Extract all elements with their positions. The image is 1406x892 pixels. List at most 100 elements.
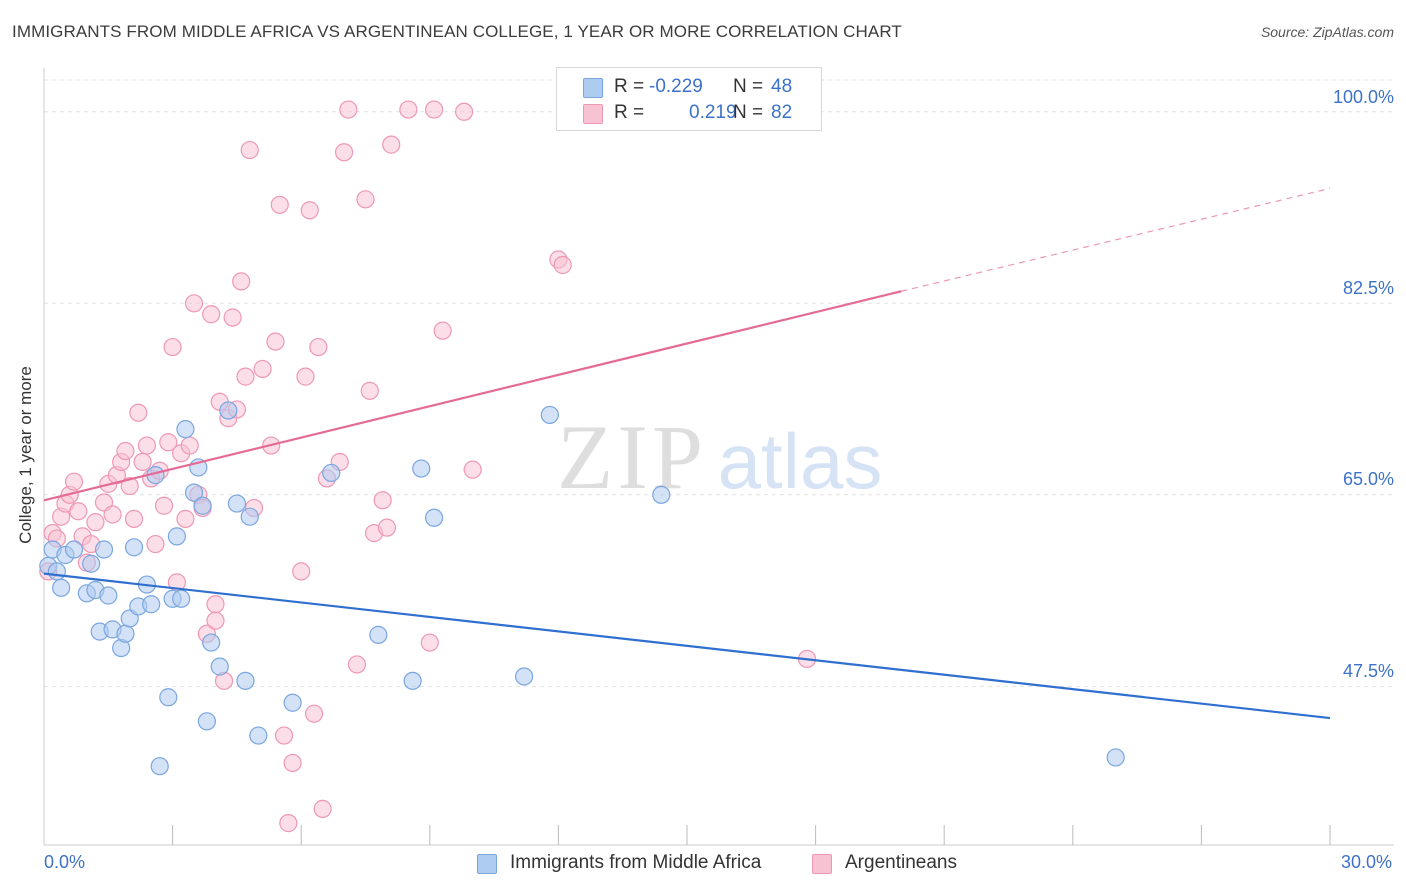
data-point: [206, 611, 225, 630]
data-point: [454, 102, 474, 121]
data-point: [124, 538, 144, 557]
data-point: [202, 633, 221, 652]
data-point: [540, 405, 559, 425]
data-point: [172, 589, 191, 608]
data-point: [347, 655, 367, 674]
data-point: [382, 135, 401, 154]
legend-label: Argentineans: [845, 852, 957, 873]
data-point: [159, 433, 178, 452]
chart-title: IMMIGRANTS FROM MIDDLE AFRICA VS ARGENTI…: [12, 22, 902, 41]
data-point: [103, 505, 122, 524]
y-tick-label-47-5: 47.5%: [1342, 661, 1394, 681]
data-point: [313, 799, 332, 818]
data-point: [163, 337, 182, 357]
data-point: [167, 527, 186, 546]
r-label: R =: [614, 102, 645, 123]
data-point: [424, 508, 444, 527]
data-point: [210, 657, 229, 676]
source-label: Source: ZipAtlas.com: [1260, 24, 1394, 40]
r-value-blue: -0.229: [649, 76, 703, 97]
data-point: [373, 491, 392, 510]
y-tick-label-65: 65.0%: [1342, 469, 1394, 489]
data-point: [420, 633, 439, 652]
data-point: [279, 814, 298, 833]
axes: [43, 68, 1394, 846]
data-point: [94, 540, 114, 559]
legend-label: Immigrants from Middle Africa: [510, 852, 762, 873]
x-tick-label-min: 0.0%: [44, 852, 86, 872]
data-point: [377, 518, 397, 537]
n-label: N =: [733, 76, 764, 97]
data-point: [274, 726, 294, 745]
data-point: [52, 578, 71, 597]
data-point: [116, 441, 135, 461]
data-point: [129, 403, 148, 422]
data-point: [369, 625, 388, 644]
y-axis-label: College, 1 year or more: [16, 366, 35, 544]
data-point: [176, 509, 195, 528]
watermark: ZIP atlas: [557, 406, 882, 508]
data-point: [197, 712, 216, 731]
data-point: [553, 255, 572, 275]
data-point: [283, 753, 302, 773]
data-point: [253, 359, 272, 379]
data-point: [176, 420, 195, 439]
r-label: R =: [614, 76, 645, 97]
data-point: [193, 496, 212, 515]
pink-swatch: [583, 104, 603, 124]
x-tick-label-max: 30.0%: [1340, 852, 1392, 872]
data-point: [137, 436, 156, 455]
data-point: [64, 472, 84, 491]
data-point: [146, 534, 165, 554]
data-point: [270, 195, 289, 214]
data-point: [339, 100, 358, 119]
data-point: [124, 509, 144, 528]
y-tick-label-82-5: 82.5%: [1342, 278, 1394, 298]
data-point: [240, 507, 259, 526]
series-immigrants-middle-africa: [39, 401, 1125, 776]
data-point: [202, 305, 221, 324]
data-point: [334, 143, 354, 162]
data-point: [424, 100, 444, 119]
data-point: [399, 100, 418, 119]
pink-swatch: [812, 854, 832, 874]
data-point: [266, 332, 285, 351]
data-point: [120, 476, 139, 496]
data-point: [206, 595, 225, 614]
data-point: [283, 693, 302, 712]
trend-line-extension: [901, 187, 1331, 292]
data-point: [309, 337, 328, 357]
data-point: [236, 671, 255, 690]
data-point: [150, 757, 169, 776]
data-point: [232, 272, 251, 291]
data-point: [240, 140, 259, 160]
data-point: [116, 624, 135, 643]
data-point: [223, 308, 242, 327]
data-point: [180, 436, 199, 455]
data-point: [236, 367, 255, 386]
data-point: [304, 704, 324, 723]
trend-line: [43, 290, 902, 502]
watermark-atlas: atlas: [718, 417, 883, 505]
trend-line: [43, 572, 1331, 720]
data-point: [322, 463, 341, 483]
data-point: [184, 483, 204, 502]
data-point: [47, 562, 66, 581]
data-point: [292, 562, 311, 581]
data-point: [69, 502, 88, 521]
data-point: [219, 401, 238, 420]
data-point: [159, 688, 178, 707]
data-point: [99, 586, 118, 605]
n-value-blue: 48: [771, 76, 793, 97]
data-point: [82, 554, 101, 573]
blue-swatch: [583, 78, 603, 98]
data-point: [227, 494, 246, 513]
data-point: [403, 671, 422, 690]
data-point: [64, 540, 84, 559]
data-point: [86, 513, 105, 532]
data-point: [1106, 748, 1125, 767]
data-point: [184, 294, 204, 313]
data-point: [412, 459, 431, 478]
data-point: [463, 460, 482, 479]
data-point: [515, 667, 534, 686]
